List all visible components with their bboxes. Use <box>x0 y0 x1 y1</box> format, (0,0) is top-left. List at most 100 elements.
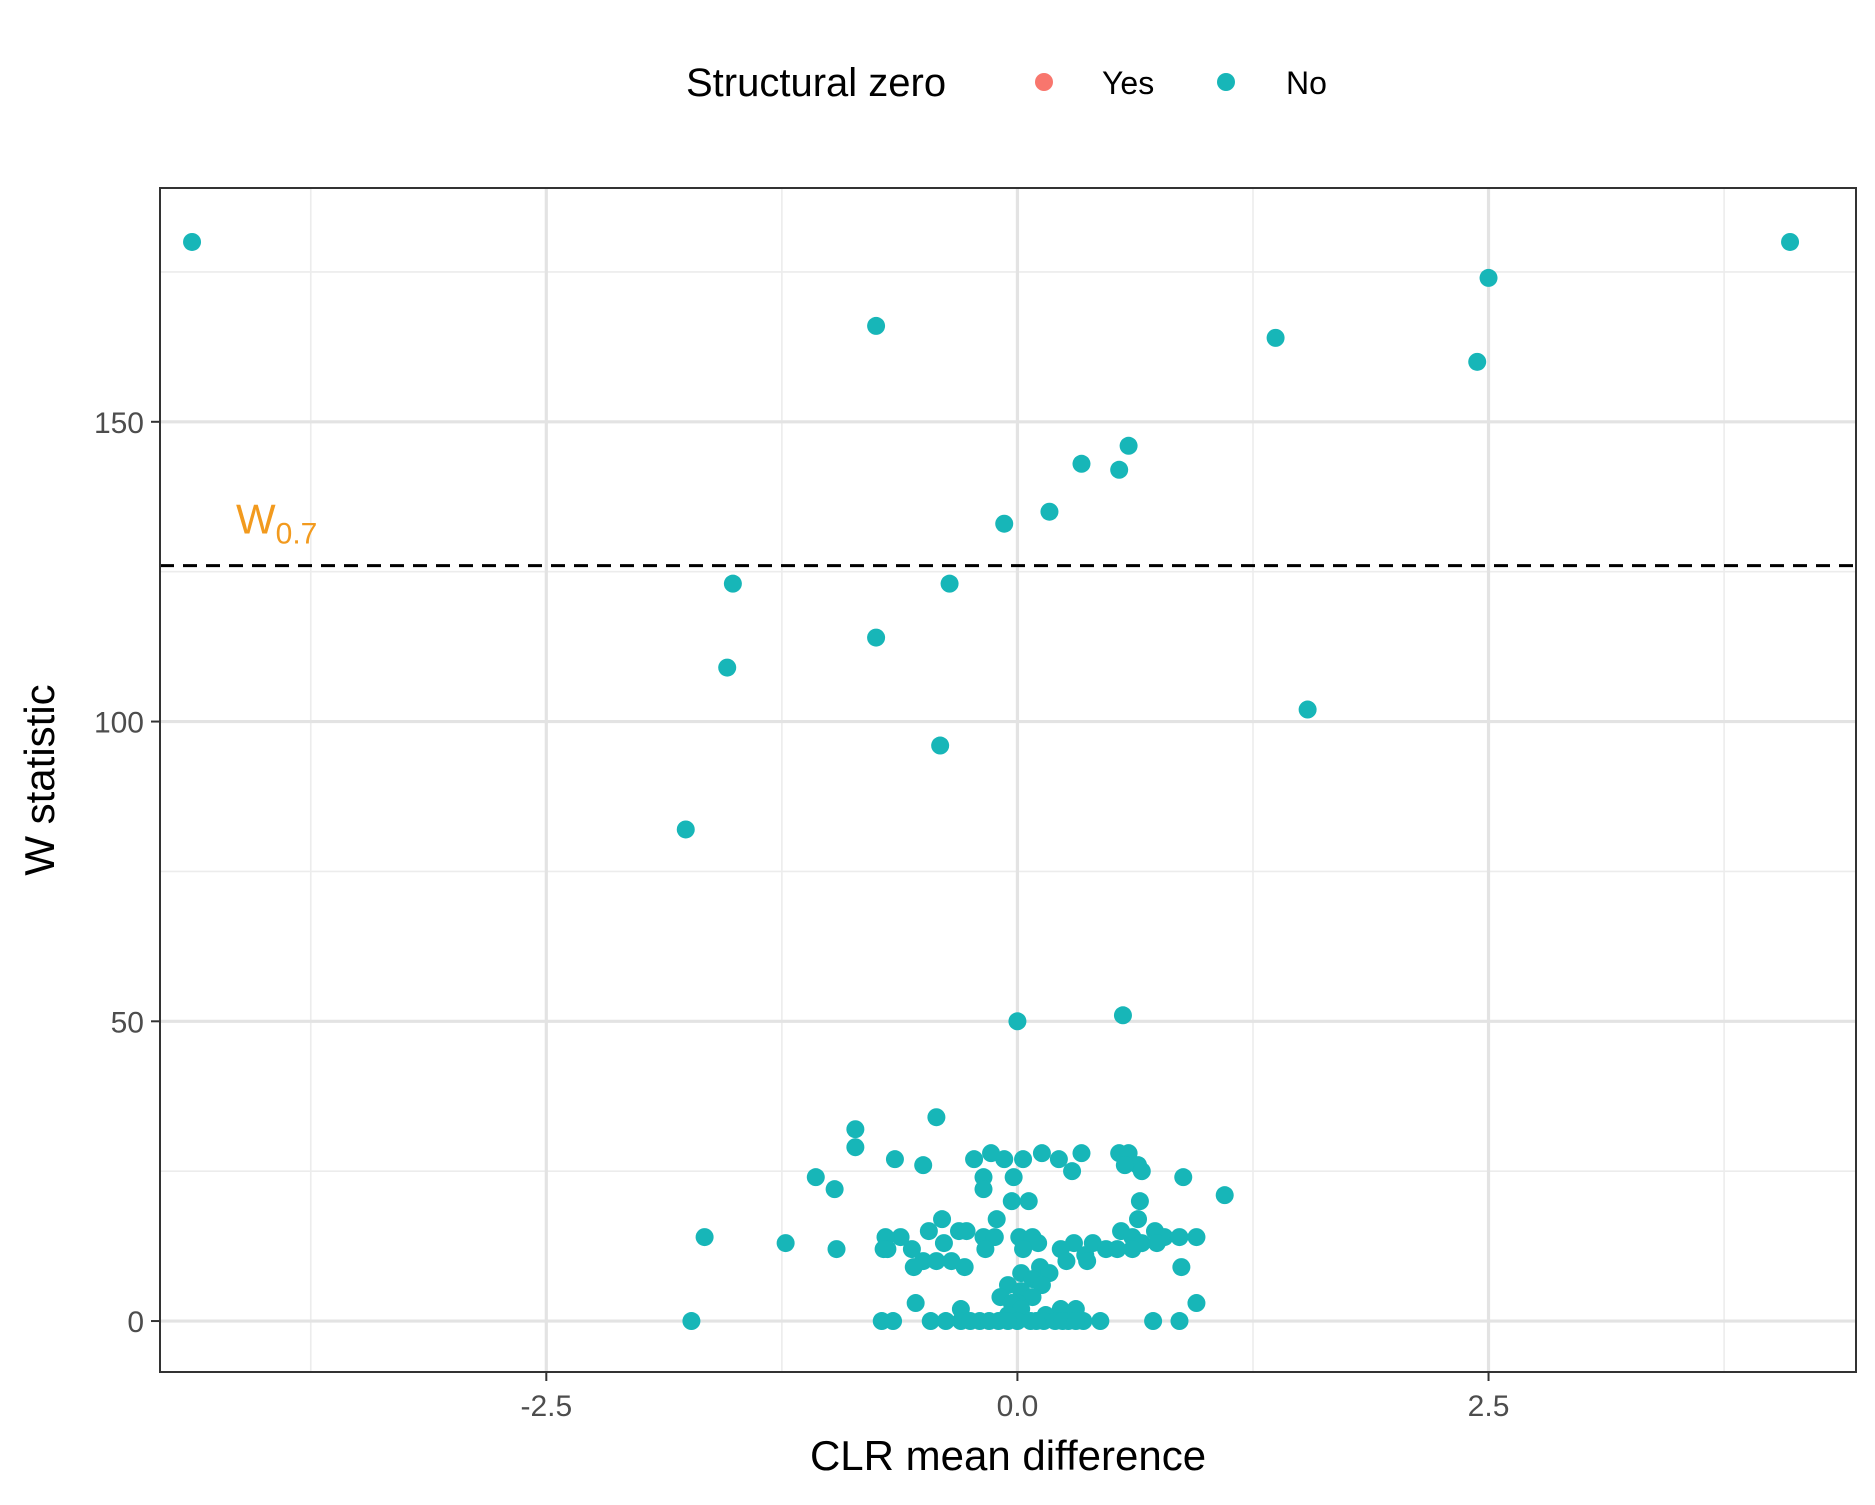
data-point <box>1014 1240 1033 1259</box>
data-point <box>1172 1258 1191 1277</box>
data-point <box>806 1168 825 1187</box>
data-point <box>846 1138 865 1157</box>
data-point <box>1123 1240 1142 1259</box>
threshold-label-main: W <box>236 496 276 543</box>
data-point <box>867 316 886 335</box>
data-point <box>723 574 742 593</box>
data-point <box>183 232 202 251</box>
data-point <box>884 1312 903 1331</box>
data-point <box>1019 1192 1038 1211</box>
legend-label-no: No <box>1286 65 1327 101</box>
data-point <box>1170 1312 1189 1331</box>
data-point <box>1132 1162 1151 1181</box>
data-point <box>1147 1234 1166 1253</box>
data-point <box>825 1180 844 1199</box>
data-point <box>936 1312 955 1331</box>
data-point <box>1144 1312 1163 1331</box>
data-point <box>1004 1168 1023 1187</box>
x-tick-label: 0.0 <box>997 1390 1039 1423</box>
data-point <box>904 1258 923 1277</box>
legend-label-yes: Yes <box>1102 65 1154 101</box>
data-point <box>1057 1252 1076 1271</box>
data-point <box>957 1222 976 1241</box>
x-tick-label: -2.5 <box>520 1390 572 1423</box>
data-point <box>1029 1234 1048 1253</box>
data-point <box>1215 1186 1234 1205</box>
legend-title: Structural zero <box>686 61 946 105</box>
data-point <box>1078 1252 1097 1271</box>
data-point <box>1002 1192 1021 1211</box>
data-point <box>891 1228 910 1247</box>
data-point <box>914 1156 933 1175</box>
x-tick-label: 2.5 <box>1468 1390 1510 1423</box>
data-point <box>1063 1162 1082 1181</box>
data-point <box>1072 454 1091 473</box>
data-point <box>1187 1228 1206 1247</box>
data-point <box>1023 1288 1042 1307</box>
data-point <box>1110 460 1129 479</box>
data-point <box>927 1252 946 1271</box>
data-point <box>1040 502 1059 521</box>
data-point <box>682 1312 701 1331</box>
data-point <box>976 1240 995 1259</box>
data-point <box>1032 1144 1051 1163</box>
data-point <box>1479 268 1498 287</box>
data-point <box>1298 700 1317 719</box>
data-point <box>1129 1210 1148 1229</box>
data-point <box>867 628 886 647</box>
data-point <box>1066 1312 1085 1331</box>
y-axis-title: W statistic <box>16 684 63 875</box>
y-tick-label: 50 <box>111 1006 144 1039</box>
data-point <box>1115 1156 1134 1175</box>
data-point <box>1014 1150 1033 1169</box>
data-point <box>933 1210 952 1229</box>
threshold-label-subscript: 0.7 <box>276 518 318 551</box>
data-point <box>1781 232 1800 251</box>
data-point <box>987 1210 1006 1229</box>
y-tick-label: 0 <box>127 1306 144 1339</box>
axes: -2.5 0.0 2.5 0 50 100 150 <box>94 407 1509 1423</box>
data-point <box>776 1234 795 1253</box>
data-point <box>1170 1228 1189 1247</box>
plot-panel-border <box>159 187 1857 1373</box>
data-point <box>1119 436 1138 455</box>
data-point <box>902 1240 921 1259</box>
data-point <box>1053 1312 1072 1331</box>
legend: Structural zero Yes No <box>686 61 1327 105</box>
data-point <box>919 1222 938 1241</box>
data-point <box>1174 1168 1193 1187</box>
data-point <box>695 1228 714 1247</box>
data-point <box>1008 1012 1027 1031</box>
data-point <box>965 1150 984 1169</box>
data-point <box>718 658 737 677</box>
data-point <box>1027 1312 1046 1331</box>
data-point <box>995 514 1014 533</box>
data-point <box>1266 328 1285 347</box>
data-point <box>885 1150 904 1169</box>
data-point <box>980 1312 999 1331</box>
data-point <box>921 1312 940 1331</box>
data-point <box>1091 1312 1110 1331</box>
legend-marker-yes <box>1035 73 1053 91</box>
y-tick-label: 100 <box>94 707 144 740</box>
data-point <box>827 1240 846 1259</box>
data-point <box>995 1150 1014 1169</box>
data-point <box>1108 1240 1127 1259</box>
y-tick-label: 150 <box>94 407 144 440</box>
data-point <box>676 820 695 839</box>
data-point <box>961 1312 980 1331</box>
data-point <box>1468 352 1487 371</box>
threshold: W0.7 <box>160 496 1856 568</box>
data-point <box>955 1258 974 1277</box>
data-point <box>1049 1150 1068 1169</box>
data-points <box>183 232 1800 1331</box>
data-point <box>1072 1144 1091 1163</box>
data-point <box>934 1234 953 1253</box>
data-point <box>999 1312 1017 1331</box>
data-point <box>846 1120 865 1139</box>
data-point <box>1113 1006 1132 1025</box>
threshold-label: W0.7 <box>236 496 317 551</box>
data-point <box>940 574 959 593</box>
data-point <box>1130 1192 1149 1211</box>
